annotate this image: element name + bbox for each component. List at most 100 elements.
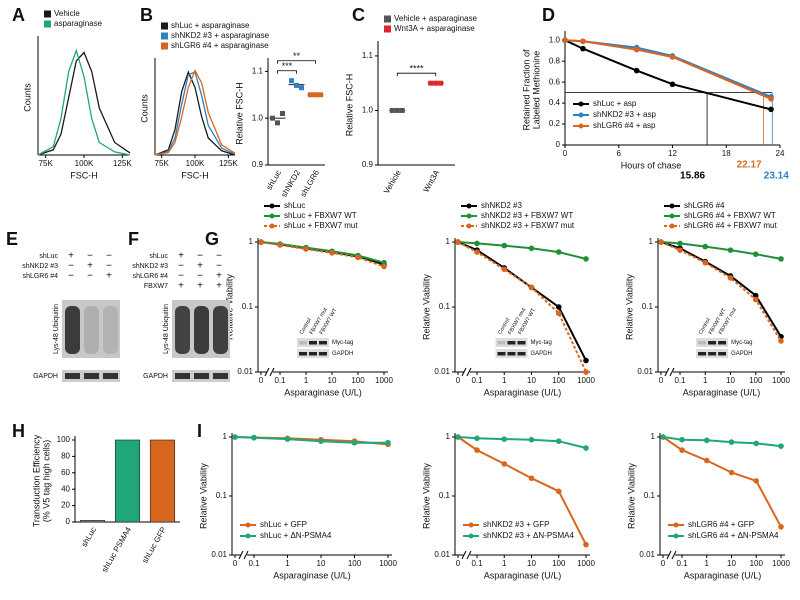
data-point xyxy=(555,488,562,495)
y-axis-label: Relative Viability xyxy=(421,463,431,529)
x-tick-label: 1000 xyxy=(379,559,397,568)
blot-row-label: shNKD2 #3 xyxy=(132,263,168,270)
inset-band xyxy=(309,352,317,356)
legend-marker xyxy=(269,203,275,209)
data-point xyxy=(658,239,664,245)
data-point xyxy=(555,249,562,255)
blot-lane xyxy=(194,306,209,354)
inset-band-label: GAPDH xyxy=(731,351,752,357)
data-point xyxy=(280,111,285,116)
blot-row-label: shLGR6 #4 xyxy=(23,273,59,280)
series-line xyxy=(457,241,587,260)
x-tick-label: Wnt3A xyxy=(422,168,442,194)
series-line xyxy=(564,39,772,100)
x-tick-label: 0 xyxy=(456,376,461,385)
legend-marker xyxy=(669,223,675,229)
y-axis-label: Relative Viability xyxy=(626,463,636,529)
y-tick-label: 0.1 xyxy=(439,302,451,311)
data-point xyxy=(455,239,461,245)
data-point xyxy=(778,338,784,344)
data-point xyxy=(580,45,586,52)
data-point xyxy=(580,38,586,45)
x-tick-label: shLuc xyxy=(265,169,283,192)
data-point xyxy=(753,440,760,447)
legend-marker xyxy=(673,533,679,539)
panel-label: F xyxy=(128,229,139,249)
blot-sign: − xyxy=(197,251,203,262)
blot-sign: − xyxy=(87,251,93,262)
y-tick-label: 0.6 xyxy=(549,77,561,86)
x-tick-label: 24 xyxy=(776,149,785,158)
loading-band xyxy=(103,373,118,379)
inset-band xyxy=(517,341,526,345)
loading-band xyxy=(65,373,80,379)
legend-label: shLuc + asparaginase xyxy=(171,21,250,30)
y-tick-label: 1.1 xyxy=(252,66,264,75)
x-tick-label: shLGR6 xyxy=(299,168,322,198)
blot-lane xyxy=(84,306,99,354)
inset-band xyxy=(319,341,327,345)
blot-sign: + xyxy=(178,251,184,262)
y-tick-label: 1.0 xyxy=(362,106,374,115)
x-axis-label: FSC-H xyxy=(70,170,98,180)
blot-sign: − xyxy=(216,251,222,262)
blot-lane xyxy=(103,306,118,354)
data-point xyxy=(289,78,294,84)
y-axis-label: Relative Viability xyxy=(198,463,208,529)
data-point xyxy=(727,247,734,253)
axis-break-gap xyxy=(241,552,247,558)
legend-label: shLuc + FBXW7 mut xyxy=(284,221,358,230)
legend-label: shNKD2 #3 + asparaginase xyxy=(171,31,270,40)
blot-sign: + xyxy=(178,281,184,292)
x-tick-label: Vehicle xyxy=(382,168,403,195)
blot-sign: − xyxy=(68,271,74,282)
data-point xyxy=(768,96,774,102)
y-tick-label: 1.1 xyxy=(362,51,374,60)
y-tick-label: 1.0 xyxy=(549,35,561,44)
data-point xyxy=(633,67,640,74)
data-point xyxy=(381,263,387,270)
data-point xyxy=(728,469,735,476)
data-point xyxy=(299,85,304,91)
data-point xyxy=(433,80,439,86)
axis-break xyxy=(461,550,472,560)
x-axis-label: FSC-H xyxy=(181,170,209,180)
y-axis-label: Labeled Methionine xyxy=(531,51,541,130)
legend-marker xyxy=(578,101,584,107)
blot-row-label: shNKD2 #3 xyxy=(22,263,58,270)
data-point xyxy=(583,357,589,364)
inset-band xyxy=(698,352,707,356)
data-point xyxy=(277,242,283,248)
x-tick-label: 1000 xyxy=(772,376,790,385)
data-point xyxy=(438,80,444,86)
x-tick-label: 1000 xyxy=(772,559,790,568)
panel-label: G xyxy=(205,229,219,249)
x-axis-label: Asparaginase (U/L) xyxy=(683,387,761,397)
axis-break xyxy=(664,367,675,377)
data-point xyxy=(583,256,589,262)
x-tick-label: 0 xyxy=(661,559,666,568)
x-tick-label: 75K xyxy=(39,159,54,168)
y-tick-label: 0.01 xyxy=(211,550,227,559)
y-tick-label: 0 xyxy=(66,517,71,526)
data-point xyxy=(329,250,335,256)
x-tick-label: 1 xyxy=(502,559,507,568)
panel-label: D xyxy=(542,5,555,25)
inset-band-label: GAPDH xyxy=(332,351,353,357)
x-tick-label: 10 xyxy=(527,559,536,568)
data-point xyxy=(528,245,535,252)
inset-band xyxy=(507,352,516,356)
data-point xyxy=(474,249,480,255)
x-tick-label: 75K xyxy=(155,159,170,168)
y-tick-label: 0 xyxy=(556,140,561,149)
axis-break-gap xyxy=(464,369,470,375)
data-point xyxy=(455,434,461,440)
series-line xyxy=(660,241,782,260)
y-tick-label: 1 xyxy=(223,432,228,441)
x-tick-label: 0.1 xyxy=(471,376,483,385)
series-line xyxy=(660,241,782,338)
bar xyxy=(79,520,106,523)
data-point xyxy=(501,266,508,273)
x-tick-label: 0 xyxy=(233,559,238,568)
data-point xyxy=(385,439,391,446)
